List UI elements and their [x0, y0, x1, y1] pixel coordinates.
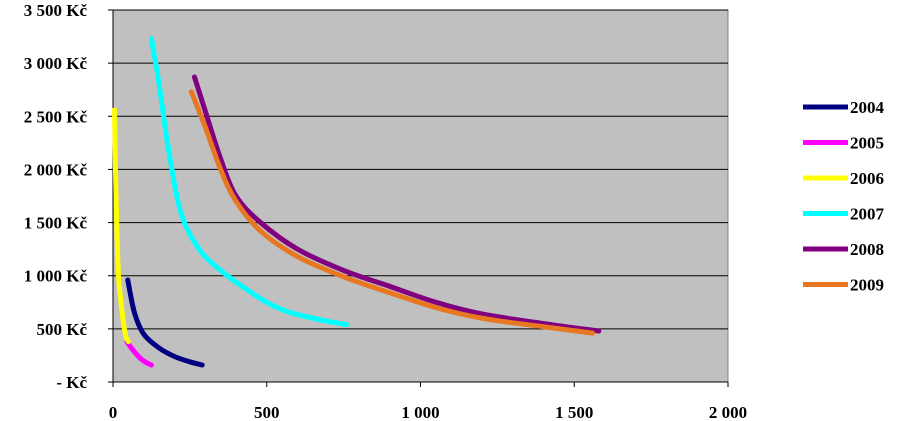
x-axis-tick-labels: 0 500 1 000 1 500 2 000	[109, 403, 747, 421]
y-tick-label: 1 000 Kč	[24, 267, 88, 286]
x-tick-label: 0	[109, 403, 118, 421]
y-tick-label: 1 500 Kč	[24, 214, 88, 233]
legend-label-2007: 2007	[850, 205, 885, 224]
plot-area	[112, 9, 729, 383]
y-tick-label: 3 500 Kč	[24, 1, 88, 20]
series-line-2004	[125, 277, 205, 368]
series-line-2007	[148, 36, 350, 328]
series-line-2009	[188, 89, 596, 336]
y-tick-label: 500 Kč	[36, 320, 87, 339]
x-tick-label: 1 000	[401, 403, 439, 421]
legend: 2004 2005 2006 2007 2008 2009	[803, 98, 885, 295]
legend-label-2008: 2008	[850, 240, 884, 259]
legend-label-2004: 2004	[850, 98, 885, 117]
legend-label-2005: 2005	[850, 134, 884, 153]
y-tick-label: - Kč	[56, 373, 87, 392]
legend-label-2009: 2009	[850, 276, 884, 295]
series-line-2005	[124, 339, 154, 368]
y-axis-tick-labels: - Kč 500 Kč 1 000 Kč 1 500 Kč 2 000 Kč 2 500 …	[24, 1, 88, 392]
series-line-2006	[112, 107, 131, 345]
x-tick-label: 2 000	[709, 403, 747, 421]
y-tick-label: 2 500 Kč	[24, 107, 88, 126]
x-tick-label: 500	[254, 403, 280, 421]
y-tick-label: 3 000 Kč	[24, 54, 88, 73]
gridlines	[108, 9, 729, 387]
series-line-2008	[191, 74, 602, 334]
legend-label-2006: 2006	[850, 169, 884, 188]
x-tick-label: 1 500	[555, 403, 593, 421]
series-lines	[112, 36, 602, 368]
y-tick-label: 2 000 Kč	[24, 160, 88, 179]
